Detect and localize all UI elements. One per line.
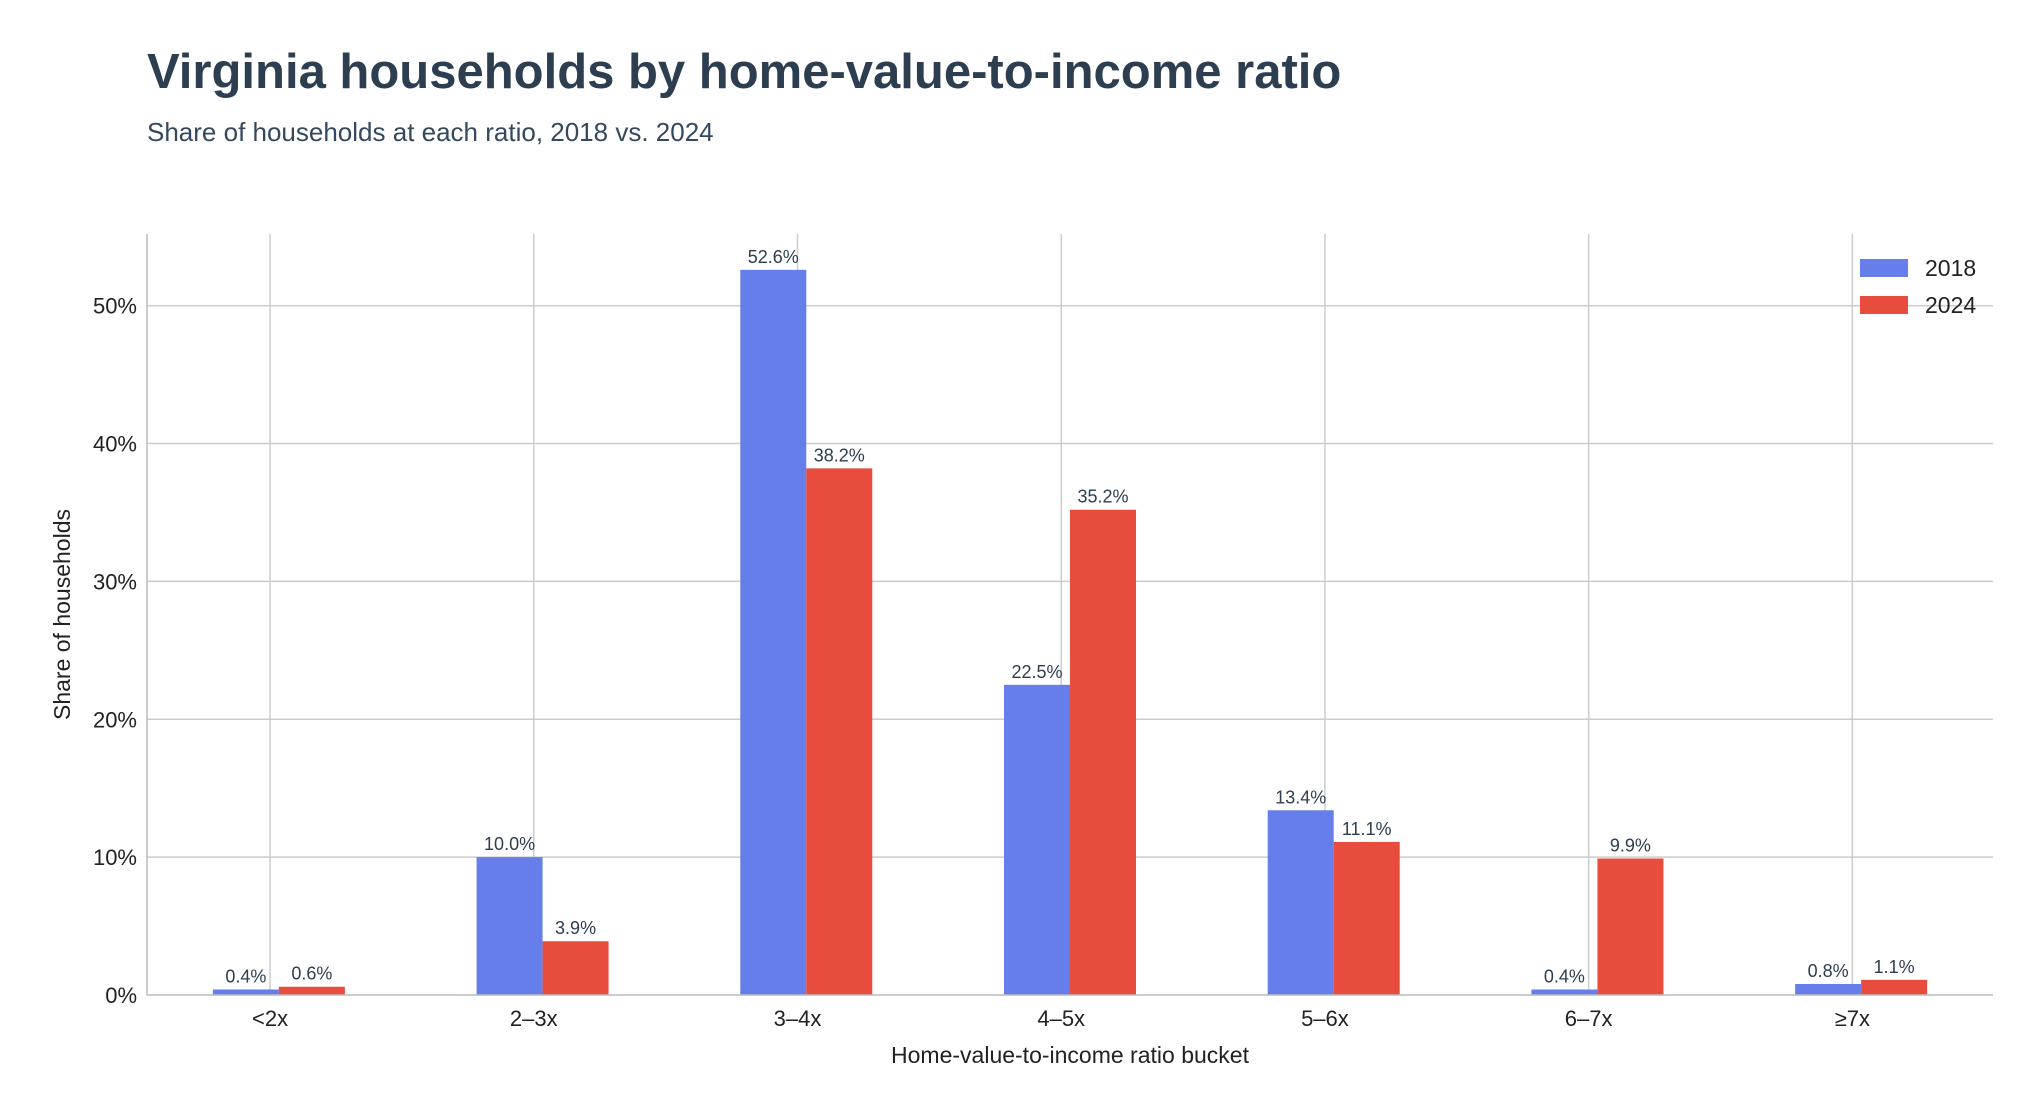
data-label-2024-5: 9.9%: [1610, 836, 1651, 856]
x-axis-label: Home-value-to-income ratio bucket: [891, 1042, 1250, 1068]
bar-2024-0: [278, 986, 345, 995]
bars: [212, 269, 1928, 995]
x-tick-label: 2–3x: [510, 1006, 558, 1031]
bar-2024-6: [1861, 979, 1928, 995]
y-tick-label: 20%: [93, 707, 137, 732]
y-axis-label: Share of households: [49, 509, 75, 720]
data-label-2018-6: 0.8%: [1808, 961, 1849, 981]
y-tick-label: 30%: [93, 569, 137, 594]
data-label-2024-6: 1.1%: [1874, 957, 1915, 977]
chart-subtitle: Share of households at each ratio, 2018 …: [147, 117, 714, 147]
data-label-2024-3: 35.2%: [1077, 487, 1128, 507]
data-label-2018-3: 22.5%: [1011, 662, 1062, 682]
data-label-2018-5: 0.4%: [1544, 966, 1585, 986]
bar-2018-0: [212, 989, 279, 995]
legend: 2018 2024: [1860, 255, 1976, 318]
x-tick-label: 3–4x: [774, 1006, 822, 1031]
axes: [146, 234, 1993, 996]
bar-2018-2: [740, 269, 807, 995]
bar-2018-4: [1267, 810, 1334, 995]
chart-title: Virginia households by home-value-to-inc…: [147, 45, 1342, 99]
bar-2024-5: [1597, 858, 1664, 995]
x-tick-label: ≥7x: [1835, 1006, 1870, 1031]
y-tick-label: 10%: [93, 845, 137, 870]
bar-2024-4: [1333, 841, 1400, 995]
tick-labels: 0% 10% 20% 30% 40% 50% <2x 2–3x 3–4x 4–5x 5–6x 6–7x…: [93, 294, 1870, 1031]
legend-label-2018: 2018: [1925, 255, 1976, 281]
data-label-2024-1: 3.9%: [555, 918, 596, 938]
legend-swatch-2018: [1860, 259, 1908, 277]
y-tick-label: 50%: [93, 294, 137, 319]
y-tick-label: 40%: [93, 432, 137, 457]
bar-2018-1: [476, 857, 543, 995]
data-label-2024-4: 11.1%: [1342, 819, 1392, 839]
bar-2018-3: [1004, 684, 1070, 995]
bar-2024-2: [806, 468, 873, 995]
data-label-2018-4: 13.4%: [1275, 787, 1326, 807]
x-tick-label: 6–7x: [1565, 1006, 1613, 1031]
bar-2024-1: [542, 941, 609, 995]
legend-label-2024: 2024: [1925, 292, 1976, 318]
bar-2024-3: [1070, 509, 1136, 995]
x-tick-label: 4–5x: [1037, 1006, 1085, 1031]
x-tick-label: <2x: [252, 1006, 288, 1031]
data-label-2024-0: 0.6%: [291, 964, 332, 984]
x-tick-label: 5–6x: [1301, 1006, 1349, 1031]
legend-swatch-2024: [1860, 296, 1908, 314]
data-label-2018-2: 52.6%: [748, 247, 799, 267]
data-label-2024-2: 38.2%: [814, 445, 865, 465]
bar-2018-6: [1795, 983, 1862, 995]
data-label-2018-1: 10.0%: [484, 834, 535, 854]
data-labels: 0.4% 10.0% 52.6% 22.5% 13.4% 0.4% 0.8% 0.6% 3.9%…: [225, 247, 1914, 987]
y-tick-label: 0%: [105, 983, 137, 1008]
bar-2018-5: [1531, 989, 1598, 995]
data-label-2018-0: 0.4%: [225, 966, 266, 986]
